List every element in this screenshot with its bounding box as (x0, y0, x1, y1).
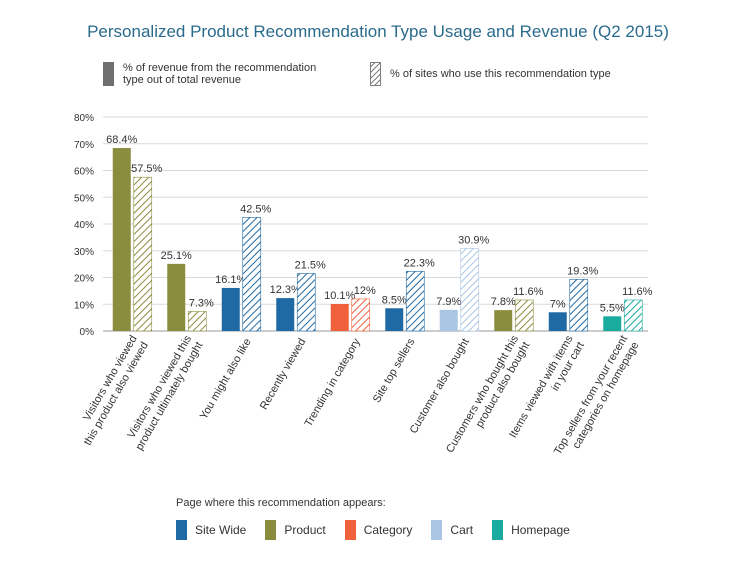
data-label-sites: 11.6% (513, 286, 544, 298)
legend-revenue-label: % of revenue from the recommendation typ… (123, 62, 317, 86)
bar-revenue (330, 303, 349, 331)
page-legend-label: Site Wide (195, 523, 247, 537)
page-legend-item: Category (344, 520, 413, 540)
page-legend-label: Product (284, 523, 326, 537)
y-tick-label: 60% (74, 167, 94, 178)
y-tick-label: 80% (74, 113, 94, 124)
x-tick-label: Trending in category (303, 336, 364, 429)
page-legend-item: Product (265, 520, 326, 540)
chart-title: Personalized Product Recommendation Type… (87, 22, 669, 41)
page-legend-label: Cart (450, 523, 474, 537)
bar-revenue (385, 308, 404, 331)
y-tick-label: 40% (74, 220, 94, 231)
bar-chart: 0%10%20%30%40%50%60%70%80%68.4%57.5%Visi… (74, 113, 653, 457)
data-label-sites: 22.3% (404, 257, 435, 269)
data-label-revenue: 5.5% (600, 302, 625, 314)
data-label-revenue: 10.1% (324, 290, 355, 302)
page-legend-item: Homepage (492, 520, 570, 540)
page-legend-label: Category (363, 523, 413, 537)
legend-solid-swatch (103, 62, 114, 86)
y-tick-label: 70% (74, 140, 94, 151)
data-label-sites: 7.3% (189, 297, 214, 309)
page-legend-swatch (431, 520, 443, 540)
bar-sites (133, 176, 153, 332)
page-legend-label: Homepage (511, 523, 570, 537)
y-tick-label: 20% (74, 274, 94, 285)
page-legend: Site Wide Product Category Cart Homepage (176, 520, 589, 540)
page-legend-title: Page where this recommendation appears: (176, 497, 386, 509)
bar-revenue (494, 310, 513, 331)
bar-sites (296, 273, 316, 332)
bar-sites (242, 217, 262, 332)
page-legend-item: Site Wide (176, 520, 246, 540)
data-label-sites: 30.9% (458, 234, 489, 246)
bar-revenue (439, 309, 458, 331)
bar-revenue (221, 287, 240, 331)
x-tick-label: Site top sellers (371, 336, 418, 405)
y-tick-label: 10% (74, 300, 94, 311)
bar-sites (623, 299, 643, 332)
data-label-sites: 57.5% (131, 163, 162, 175)
top-legend: % of revenue from the recommendation typ… (0, 62, 756, 102)
data-label-sites: 11.6% (622, 286, 653, 298)
data-label-revenue: 7% (550, 298, 566, 310)
page-legend-item: Cart (431, 520, 473, 540)
bar-sites (187, 311, 207, 332)
y-tick-label: 30% (74, 247, 94, 258)
page-legend-swatch (265, 520, 277, 540)
data-label-revenue: 16.1% (215, 274, 246, 286)
bar-sites (460, 248, 480, 332)
bar-sites (569, 279, 589, 332)
x-tick-label: You might also like (198, 337, 254, 422)
bar-sites (351, 298, 371, 332)
data-label-sites: 12% (354, 285, 376, 297)
page-legend-swatch (344, 520, 356, 540)
x-tick-label: Recently viewed (258, 337, 308, 412)
bar-revenue (167, 263, 186, 331)
legend-revenue: % of revenue from the recommendation typ… (103, 62, 343, 86)
page-legend-swatch (492, 520, 504, 540)
bar-sites (514, 299, 534, 332)
legend-sites-label: % of sites who use this recommendation t… (390, 68, 611, 80)
y-tick-label: 0% (80, 327, 95, 338)
bar-revenue (112, 148, 131, 331)
bar-revenue (276, 298, 295, 331)
data-label-revenue: 7.9% (436, 296, 461, 308)
bar-revenue (603, 316, 622, 331)
legend-hatched-swatch (370, 62, 381, 86)
y-tick-label: 50% (74, 193, 94, 204)
bar-sites (405, 271, 425, 332)
data-label-sites: 21.5% (295, 259, 326, 271)
legend-sites: % of sites who use this recommendation t… (370, 62, 650, 86)
data-label-revenue: 68.4% (106, 134, 137, 146)
data-label-revenue: 7.8% (491, 296, 516, 308)
data-label-revenue: 25.1% (161, 250, 192, 262)
data-label-revenue: 12.3% (270, 284, 301, 296)
data-label-sites: 19.3% (567, 265, 598, 277)
bar-revenue (548, 312, 567, 331)
page-legend-swatch (176, 520, 187, 540)
data-label-revenue: 8.5% (382, 294, 407, 306)
data-label-sites: 42.5% (240, 203, 271, 215)
